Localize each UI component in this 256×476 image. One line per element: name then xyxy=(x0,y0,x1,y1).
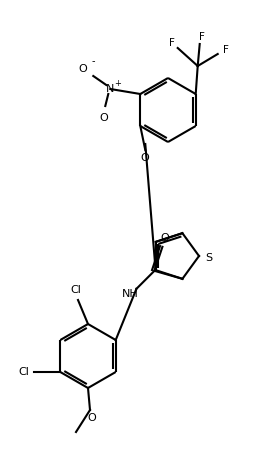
Text: O: O xyxy=(140,153,149,163)
Text: F: F xyxy=(199,32,205,42)
Text: -: - xyxy=(92,56,95,66)
Text: +: + xyxy=(114,79,121,88)
Text: O: O xyxy=(160,233,169,243)
Text: Cl: Cl xyxy=(71,285,81,295)
Text: O: O xyxy=(78,64,87,74)
Text: F: F xyxy=(169,38,175,48)
Text: O: O xyxy=(88,413,96,423)
Text: N: N xyxy=(106,84,114,94)
Text: O: O xyxy=(99,113,108,123)
Text: NH: NH xyxy=(122,289,139,299)
Text: F: F xyxy=(223,45,229,55)
Text: Cl: Cl xyxy=(19,367,30,377)
Text: S: S xyxy=(205,253,212,263)
